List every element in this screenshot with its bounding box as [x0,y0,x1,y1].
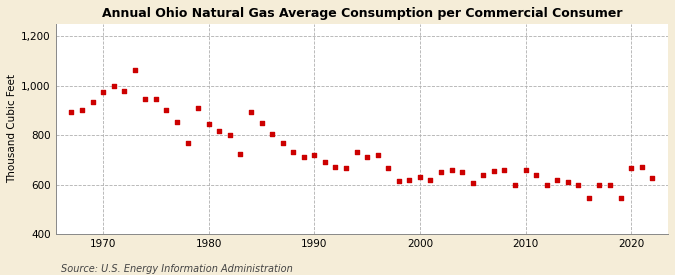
Point [435,170,446,174]
Point [277,140,288,145]
Point [583,196,594,200]
Point [626,166,637,171]
Point [130,67,140,72]
Point [531,172,541,177]
Point [594,182,605,187]
Point [351,150,362,155]
Point [394,179,404,183]
Point [510,182,520,187]
Point [182,140,193,145]
Point [541,182,552,187]
Point [319,160,330,164]
Point [171,119,182,124]
Point [573,182,584,187]
Point [161,108,172,112]
Point [224,133,235,137]
Point [76,108,87,112]
Point [330,165,341,169]
Point [425,177,436,182]
Point [193,106,204,110]
Point [467,181,478,185]
Point [140,97,151,101]
Point [478,172,489,177]
Point [119,88,130,93]
Point [288,150,298,155]
Point [203,122,214,126]
Point [341,166,352,171]
Point [235,152,246,156]
Point [605,182,616,187]
Point [489,169,500,173]
Point [562,180,573,184]
Point [446,167,457,172]
Point [214,129,225,134]
Point [256,120,267,125]
Point [309,153,320,157]
Point [615,196,626,200]
Point [637,165,647,169]
Point [246,109,256,114]
Point [551,177,562,182]
Point [647,176,657,181]
Point [520,167,531,172]
Point [267,132,277,136]
Point [87,100,98,104]
Point [499,167,510,172]
Point [457,170,468,174]
Text: Source: U.S. Energy Information Administration: Source: U.S. Energy Information Administ… [61,264,292,274]
Point [108,84,119,88]
Point [373,153,383,157]
Point [414,175,425,179]
Point [151,97,161,101]
Title: Annual Ohio Natural Gas Average Consumption per Commercial Consumer: Annual Ohio Natural Gas Average Consumpt… [101,7,622,20]
Point [98,90,109,94]
Point [298,155,309,160]
Y-axis label: Thousand Cubic Feet: Thousand Cubic Feet [7,75,17,183]
Point [362,155,373,160]
Point [383,166,394,171]
Point [404,177,414,182]
Point [66,110,77,114]
